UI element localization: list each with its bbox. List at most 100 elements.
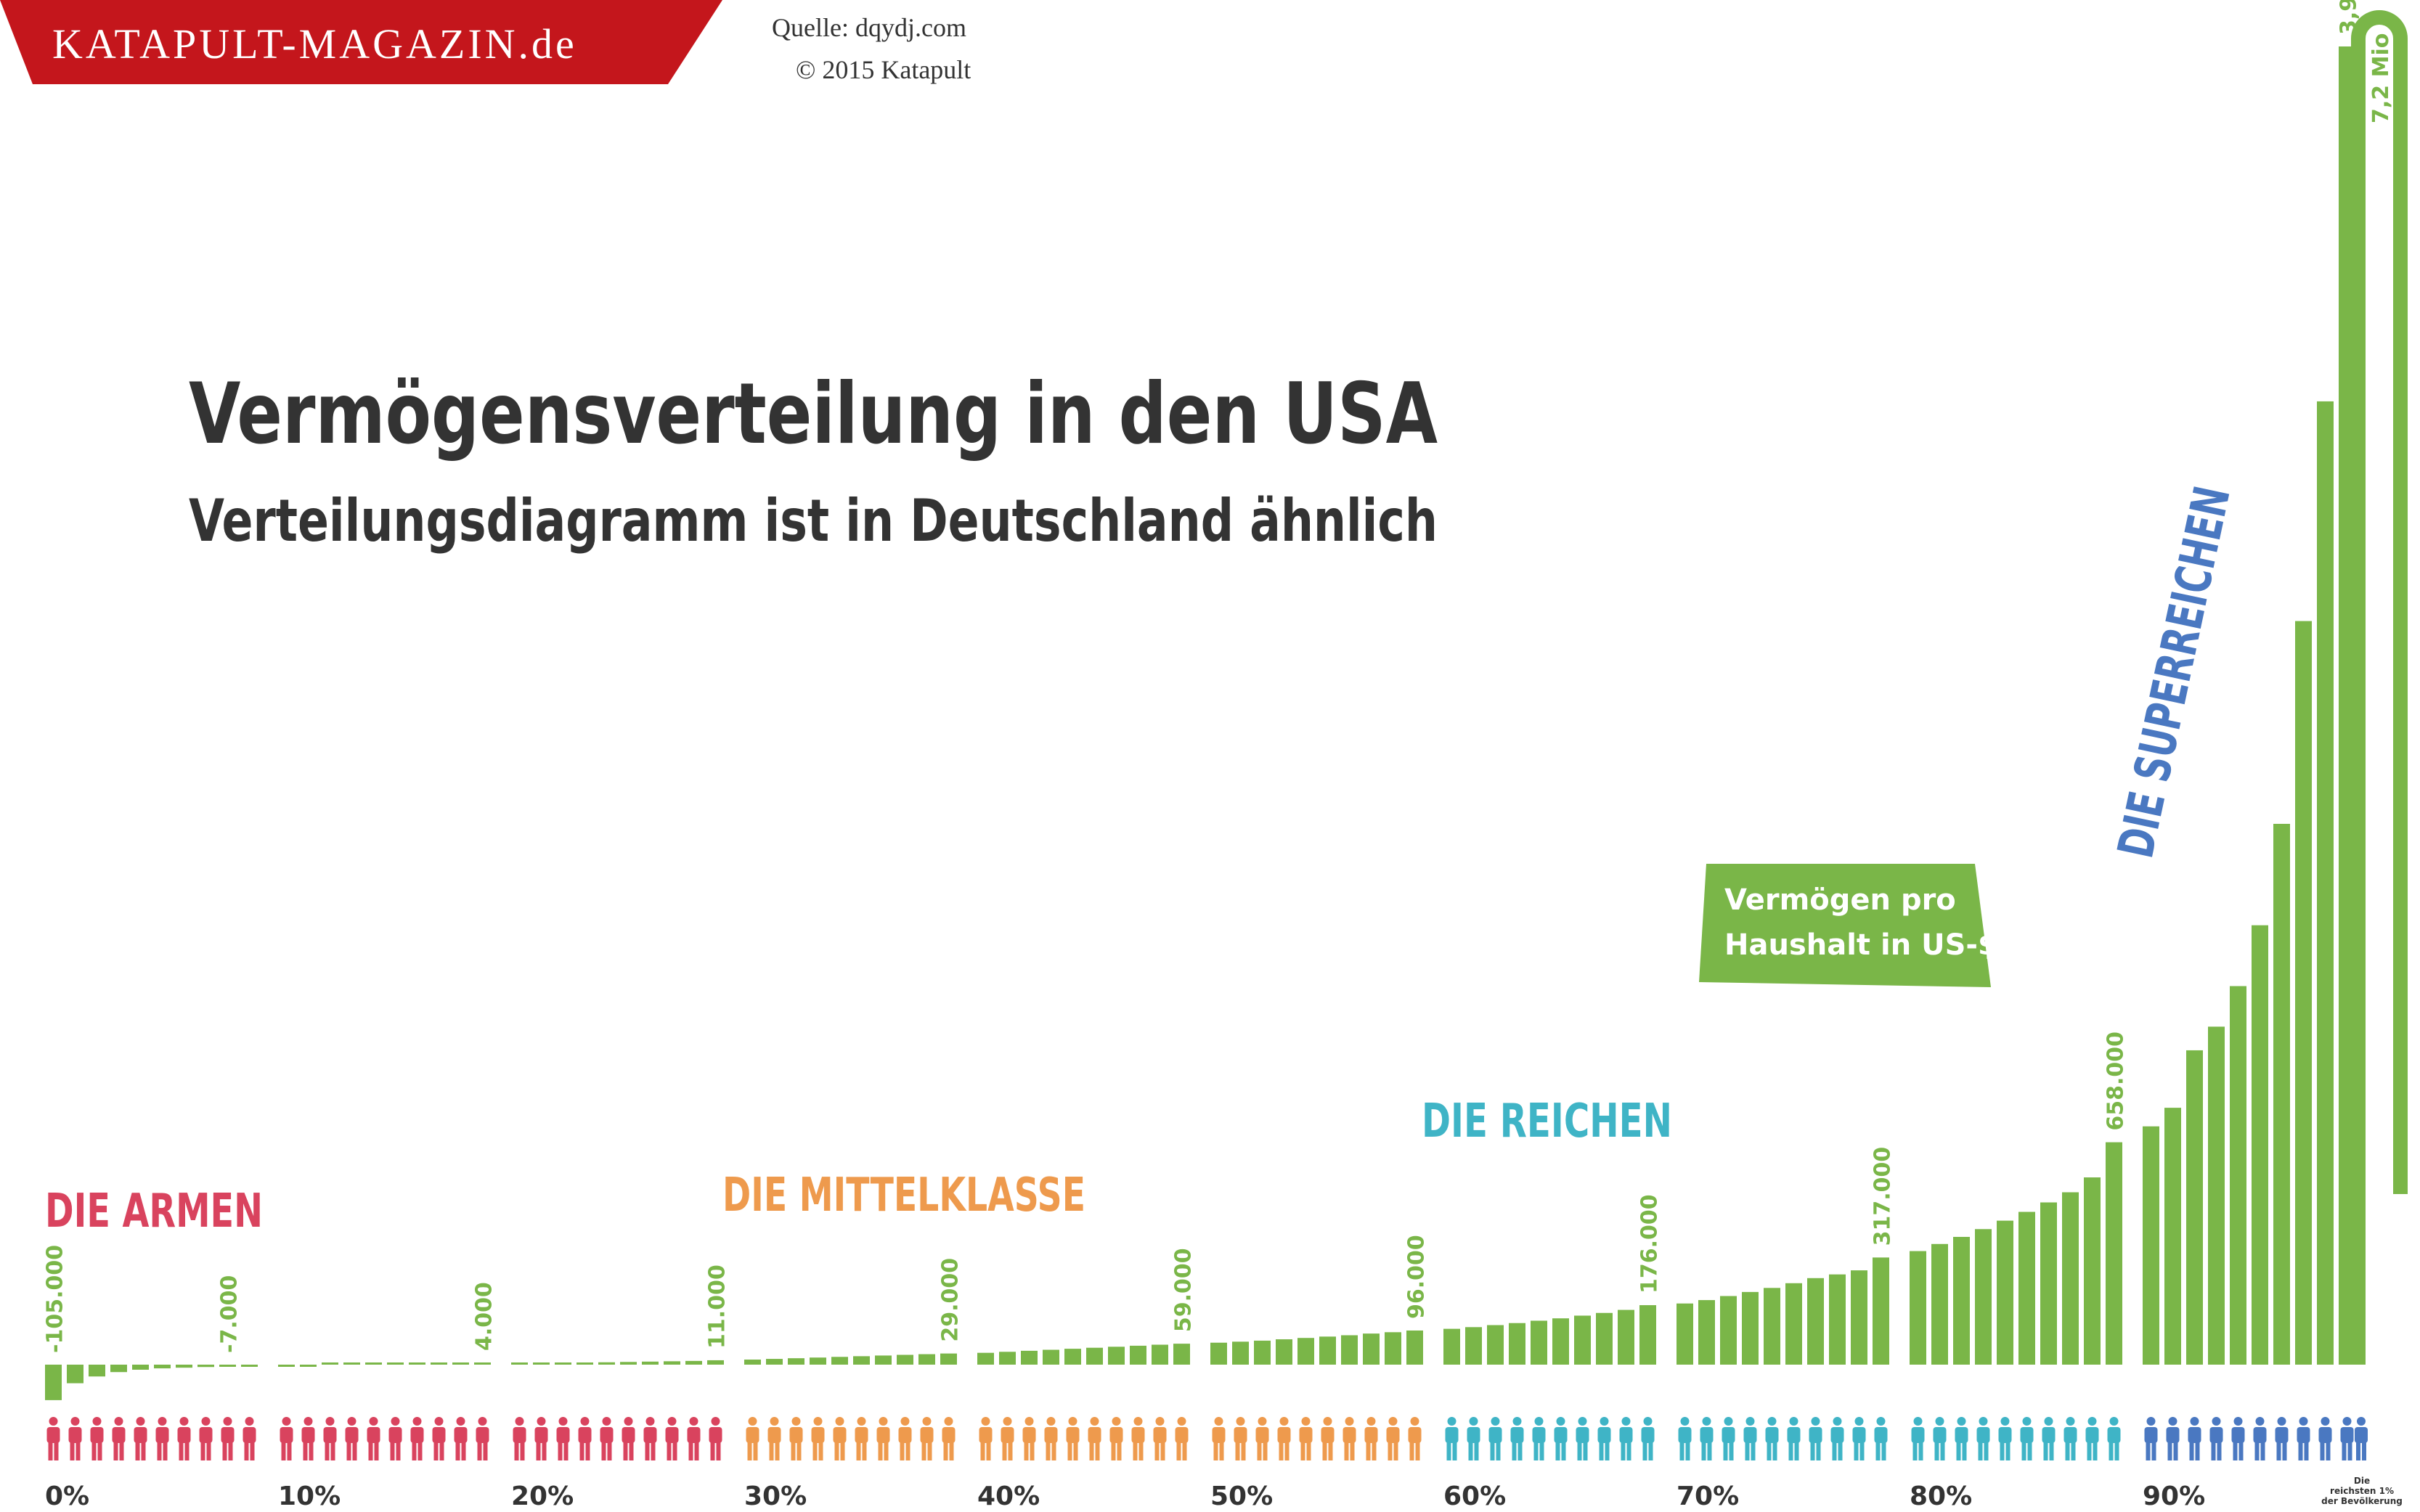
value-label: 4.000: [472, 1282, 497, 1351]
bar: [831, 1357, 848, 1365]
bar: [1698, 1300, 1715, 1365]
bar: [918, 1354, 935, 1365]
top-one-percent-value-label: 7,2 Mio: [2368, 33, 2394, 123]
person-icon: [578, 1417, 592, 1460]
person-icon: [1022, 1417, 1036, 1460]
bar: [1086, 1347, 1103, 1365]
bar: [1341, 1335, 1358, 1365]
bar: [1297, 1338, 1314, 1365]
bar: [1021, 1350, 1038, 1365]
person-icon: [1488, 1417, 1502, 1460]
bar: [197, 1365, 214, 1368]
bar: [2186, 1050, 2203, 1365]
bar: [1953, 1236, 1970, 1365]
legend-line-2: Haushalt in US-$: [1724, 928, 1998, 962]
person-icon: [556, 1417, 570, 1460]
bar: [1910, 1251, 1926, 1365]
bar: [1807, 1278, 1824, 1365]
person-icon: [687, 1417, 701, 1460]
person-icon: [1911, 1417, 1925, 1460]
bar: [2317, 401, 2334, 1365]
person-icon: [1321, 1417, 1335, 1460]
bar: [664, 1361, 680, 1365]
bar: [2143, 1126, 2159, 1365]
person-icon: [643, 1417, 657, 1460]
bar: [1130, 1345, 1146, 1365]
person-icon: [1001, 1417, 1014, 1460]
person-icon: [622, 1417, 635, 1460]
person-icon: [2166, 1417, 2180, 1460]
person-icon: [410, 1417, 424, 1460]
bar: [1785, 1283, 1802, 1365]
person-icon: [2209, 1417, 2223, 1460]
bar: [219, 1365, 236, 1367]
person-icon: [709, 1417, 722, 1460]
person-icon: [513, 1417, 526, 1460]
person-icon: [1576, 1417, 1589, 1460]
person-icon: [2042, 1417, 2056, 1460]
x-tick-label: 40%: [977, 1482, 1040, 1511]
person-icon: [2297, 1417, 2310, 1460]
brand-banner[interactable]: KATAPULT-MAGAZIN.de: [0, 0, 722, 84]
bar: [2040, 1202, 2057, 1365]
bar: [431, 1362, 447, 1365]
bar: [940, 1353, 957, 1365]
person-icon: [221, 1417, 235, 1460]
bar: [452, 1362, 469, 1365]
value-label: 658.000: [2103, 1031, 2129, 1131]
bar: [89, 1365, 105, 1377]
person-icon: [1277, 1417, 1291, 1460]
person-icon: [979, 1417, 993, 1460]
bar: [1108, 1347, 1125, 1365]
person-icon: [1554, 1417, 1568, 1460]
person-icon: [1976, 1417, 1990, 1460]
bar: [533, 1362, 550, 1365]
person-icon: [1408, 1417, 1422, 1460]
person-icon: [1955, 1417, 1968, 1460]
bar: [132, 1365, 149, 1370]
bar: [1873, 1257, 1889, 1365]
bar: [176, 1365, 192, 1368]
value-label: -105.000: [43, 1245, 68, 1353]
person-icon: [2318, 1417, 2332, 1460]
person-icon: [2275, 1417, 2289, 1460]
person-icon: [1641, 1417, 1655, 1460]
person-icon: [1299, 1417, 1313, 1460]
bar: [1552, 1318, 1569, 1365]
person-icon: [155, 1417, 169, 1460]
bar: [1618, 1309, 1634, 1365]
bar: [1596, 1312, 1613, 1365]
bar: [387, 1362, 404, 1365]
x-tick-label: 90%: [2143, 1482, 2205, 1511]
value-label: 317.000: [1870, 1147, 1896, 1246]
person-icon: [2107, 1417, 2121, 1460]
person-icon: [1255, 1417, 1269, 1460]
bar: [2273, 823, 2290, 1365]
bar: [875, 1355, 892, 1365]
value-label: -7.000: [217, 1275, 243, 1353]
bar: [1975, 1229, 1992, 1365]
bar: [1043, 1349, 1059, 1365]
bar: [409, 1362, 425, 1365]
person-icon: [2144, 1417, 2158, 1460]
person-icon: [746, 1417, 759, 1460]
bar: [999, 1352, 1016, 1365]
x-tick-label: 70%: [1677, 1482, 1739, 1511]
person-icon: [280, 1417, 293, 1460]
x-tick-label: 20%: [511, 1482, 574, 1511]
bar: [300, 1365, 317, 1367]
group-label-middle-class: DIE MITTELKLASSE: [722, 1169, 1085, 1222]
top-one-percent-bar: [2351, 10, 2408, 1365]
source-line: Quelle: dqydj.com: [772, 13, 966, 42]
bar: [2252, 925, 2268, 1365]
bar: [2164, 1108, 2181, 1365]
person-icon: [1830, 1417, 1844, 1460]
bar: [853, 1356, 870, 1365]
person-icon: [833, 1417, 847, 1460]
bar: [1531, 1320, 1547, 1365]
person-icon: [2253, 1417, 2267, 1460]
person-icon: [767, 1417, 781, 1460]
bar: [685, 1360, 702, 1365]
person-icon: [1343, 1417, 1356, 1460]
